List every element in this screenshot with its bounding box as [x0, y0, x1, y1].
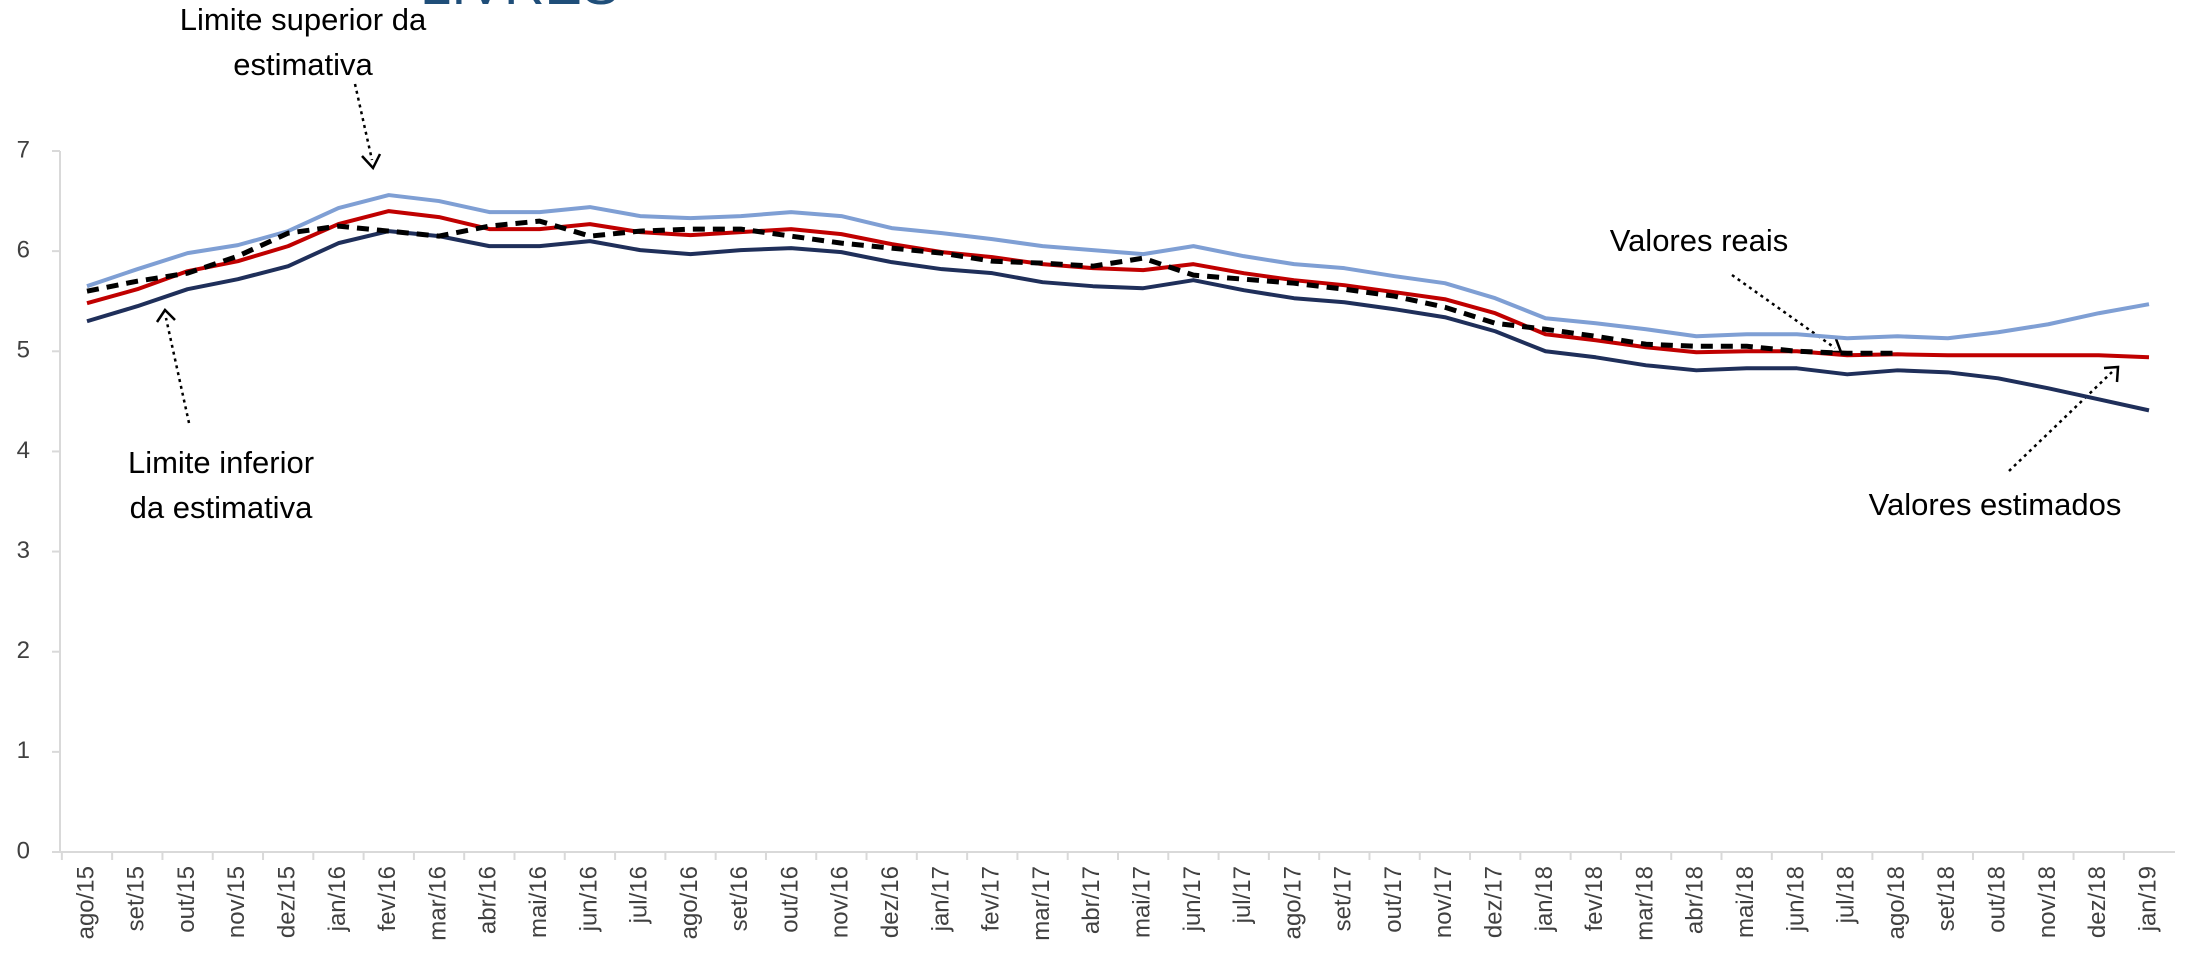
x-tick-label: jan/16 — [324, 866, 351, 932]
y-tick-label: 3 — [17, 537, 30, 564]
x-tick-label: dez/18 — [2084, 866, 2111, 938]
x-tick-label: mar/18 — [1631, 866, 1658, 941]
x-tick-label: dez/17 — [1481, 866, 1508, 938]
x-tick-label: jun/18 — [1782, 866, 1809, 932]
annotation: Limite inferior — [128, 445, 314, 480]
annotation: Valores reais — [1610, 223, 1789, 258]
x-tick-label: fev/18 — [1581, 866, 1608, 931]
x-tick-label: fev/16 — [374, 866, 401, 931]
y-tick-label: 7 — [17, 136, 30, 163]
y-tick-label: 1 — [17, 737, 30, 764]
x-tick-label: jan/17 — [927, 866, 954, 932]
y-tick-label: 6 — [17, 236, 30, 263]
x-tick-label: abr/17 — [1078, 866, 1105, 934]
x-tick-label: ago/16 — [676, 866, 703, 939]
x-tick-label: out/15 — [173, 866, 200, 933]
y-tick-label: 0 — [17, 837, 30, 864]
x-tick-label: mai/18 — [1732, 866, 1759, 938]
x-tick-label: mar/17 — [1028, 866, 1055, 941]
y-tick-label: 4 — [17, 437, 30, 464]
x-tick-label: jan/19 — [2134, 866, 2161, 932]
x-tick-label: fev/17 — [978, 866, 1005, 931]
y-tick-label: 2 — [17, 637, 30, 664]
x-tick-label: jun/16 — [575, 866, 602, 932]
series-line — [86, 218, 1898, 356]
x-tick-label: ago/18 — [1883, 866, 1910, 939]
y-tick-label: 5 — [17, 337, 30, 364]
x-tick-label: dez/16 — [877, 866, 904, 938]
annotation-arrows — [164, 83, 2113, 472]
x-tick-label: dez/15 — [274, 866, 301, 938]
x-tick-label: ago/17 — [1279, 866, 1306, 939]
x-tick-label: nov/18 — [2034, 866, 2061, 938]
x-tick-label: jan/18 — [1531, 866, 1558, 932]
x-tick-label: set/18 — [1933, 866, 1960, 931]
x-tick-label: set/17 — [1330, 866, 1357, 931]
chart-title: LIVRES — [420, 0, 619, 16]
x-tick-label: ago/15 — [72, 866, 99, 939]
x-tick-label: out/17 — [1380, 866, 1407, 933]
x-tick-label: nov/15 — [223, 866, 250, 938]
x-tick-label: out/18 — [1983, 866, 2010, 933]
x-tick-label: set/15 — [123, 866, 150, 931]
x-tick-label: abr/18 — [1682, 866, 1709, 934]
annotation: Valores estimados — [1869, 487, 2122, 522]
x-tick-label: set/16 — [726, 866, 753, 931]
x-tick-label: mai/17 — [1128, 866, 1155, 938]
x-tick-label: nov/16 — [827, 866, 854, 938]
x-tick-label: jul/17 — [1229, 866, 1256, 924]
x-tick-label: nov/17 — [1430, 866, 1457, 938]
x-tick-label: mai/16 — [525, 866, 552, 938]
x-tick-label: out/16 — [776, 866, 803, 933]
x-tick-label: jul/16 — [626, 866, 653, 924]
annotation: da estimativa — [130, 490, 313, 525]
x-tick-label: jul/18 — [1833, 866, 1860, 924]
x-tick-label: abr/16 — [475, 866, 502, 934]
x-tick-label: mar/16 — [424, 866, 451, 941]
annotation: estimativa — [233, 47, 373, 82]
annotation: Limite superior da — [180, 2, 427, 37]
x-tick-label: jun/17 — [1179, 866, 1206, 932]
series-line — [86, 193, 2150, 341]
series-line — [86, 229, 2150, 413]
